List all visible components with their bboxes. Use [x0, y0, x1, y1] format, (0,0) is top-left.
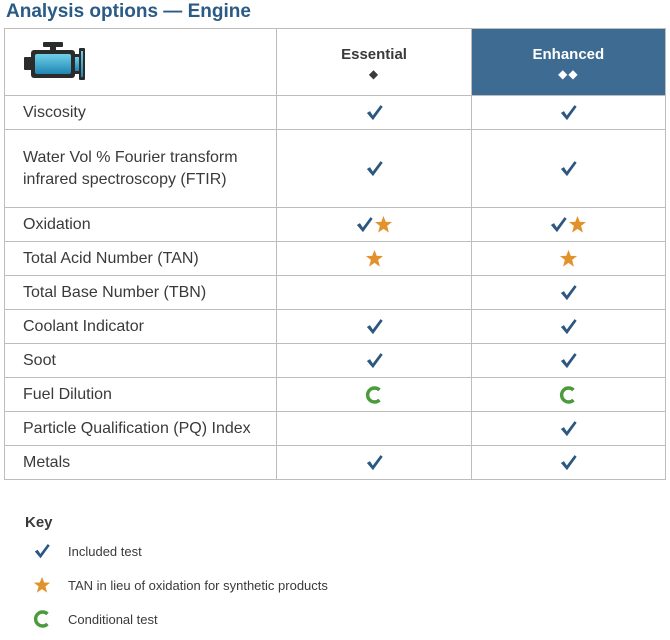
check-icon [560, 319, 577, 335]
cell-essential [276, 241, 472, 276]
row-label: Coolant Indicator [3, 309, 278, 344]
cell-essential [276, 411, 472, 446]
star-icon [33, 576, 51, 593]
table-row: Coolant Indicator [3, 309, 667, 344]
conditional-icon [560, 385, 576, 404]
star-icon [569, 215, 587, 233]
column-name: Essential [341, 45, 407, 63]
row-label: Soot [3, 343, 278, 378]
row-label: Viscosity [3, 95, 278, 130]
table-row: Total Acid Number (TAN) [3, 241, 667, 276]
cell-enhanced [470, 129, 667, 208]
check-icon [560, 353, 577, 369]
row-label: Total Base Number (TBN) [3, 275, 278, 310]
engine-icon [24, 41, 85, 80]
row-label: Particle Qualification (PQ) Index [3, 411, 278, 446]
cell-enhanced [470, 411, 667, 446]
cell-essential [276, 95, 472, 130]
cell-essential [276, 207, 472, 242]
cell-enhanced [470, 343, 667, 378]
star-icon [365, 249, 383, 267]
key-item-conditional: Conditional test [27, 607, 158, 631]
table-header-row: Essential ◆ Enhanced ◆◆ [3, 28, 667, 96]
row-label: Metals [3, 445, 278, 480]
check-icon [366, 319, 383, 335]
star-icon [374, 215, 393, 233]
check-icon [560, 105, 577, 121]
key-text: TAN in lieu of oxidation for synthetic p… [68, 577, 328, 593]
table-row: Water Vol % Fourier transform infrared s… [3, 129, 667, 208]
cell-essential [276, 343, 472, 378]
cell-enhanced [470, 95, 667, 130]
cell-enhanced [470, 207, 667, 242]
key-icon [27, 576, 57, 594]
key-icon [27, 609, 57, 629]
header-icon-cell [3, 28, 278, 96]
diamond-icon: ◆ [368, 66, 380, 81]
table-row: Soot [3, 343, 667, 378]
page-title: Analysis options — Engine [6, 1, 251, 22]
row-label: Fuel Dilution [3, 377, 278, 412]
row-label: Total Acid Number (TAN) [3, 241, 278, 276]
cell-essential [276, 445, 472, 480]
cell-enhanced [470, 309, 667, 344]
cell-essential [276, 129, 472, 208]
cell-enhanced [470, 377, 667, 412]
cell-enhanced [470, 445, 667, 480]
check-icon [560, 455, 577, 471]
cell-essential [276, 309, 472, 344]
diamond-icon: ◆◆ [558, 66, 579, 81]
key-title: Key [25, 514, 53, 531]
check-icon [551, 217, 568, 233]
table-row: Total Base Number (TBN) [3, 275, 667, 310]
key-icon [27, 542, 57, 560]
row-label: Water Vol % Fourier transform infrared s… [3, 129, 278, 208]
check-icon [366, 161, 383, 177]
check-icon [366, 105, 383, 121]
table-row: Fuel Dilution [3, 377, 667, 412]
analysis-options-table: Essential ◆ Enhanced ◆◆ Viscosity Water V… [3, 28, 667, 480]
key-text: Included test [68, 543, 142, 559]
check-icon [356, 217, 373, 233]
cell-enhanced [470, 275, 667, 310]
key-text: Conditional test [68, 611, 158, 627]
table-row: Oxidation [3, 207, 667, 242]
table-row: Particle Qualification (PQ) Index [3, 411, 667, 446]
table-row: Metals [3, 445, 667, 480]
column-name: Enhanced [532, 45, 605, 63]
row-label: Oxidation [3, 207, 278, 242]
column-header-essential: Essential ◆ [276, 28, 472, 96]
key-item-star: TAN in lieu of oxidation for synthetic p… [27, 573, 328, 597]
check-icon [366, 353, 383, 369]
conditional-icon [366, 385, 381, 404]
key-item-check: Included test [27, 539, 142, 563]
table-row: Viscosity [3, 95, 667, 130]
check-icon [560, 421, 577, 437]
check-icon [560, 161, 577, 177]
cell-essential [276, 275, 472, 310]
check-icon [560, 285, 577, 301]
conditional-icon [33, 610, 49, 628]
star-icon [559, 249, 577, 267]
column-header-enhanced: Enhanced ◆◆ [470, 28, 667, 96]
check-icon [34, 543, 50, 559]
cell-essential [276, 377, 472, 412]
cell-enhanced [470, 241, 667, 276]
check-icon [366, 455, 383, 471]
